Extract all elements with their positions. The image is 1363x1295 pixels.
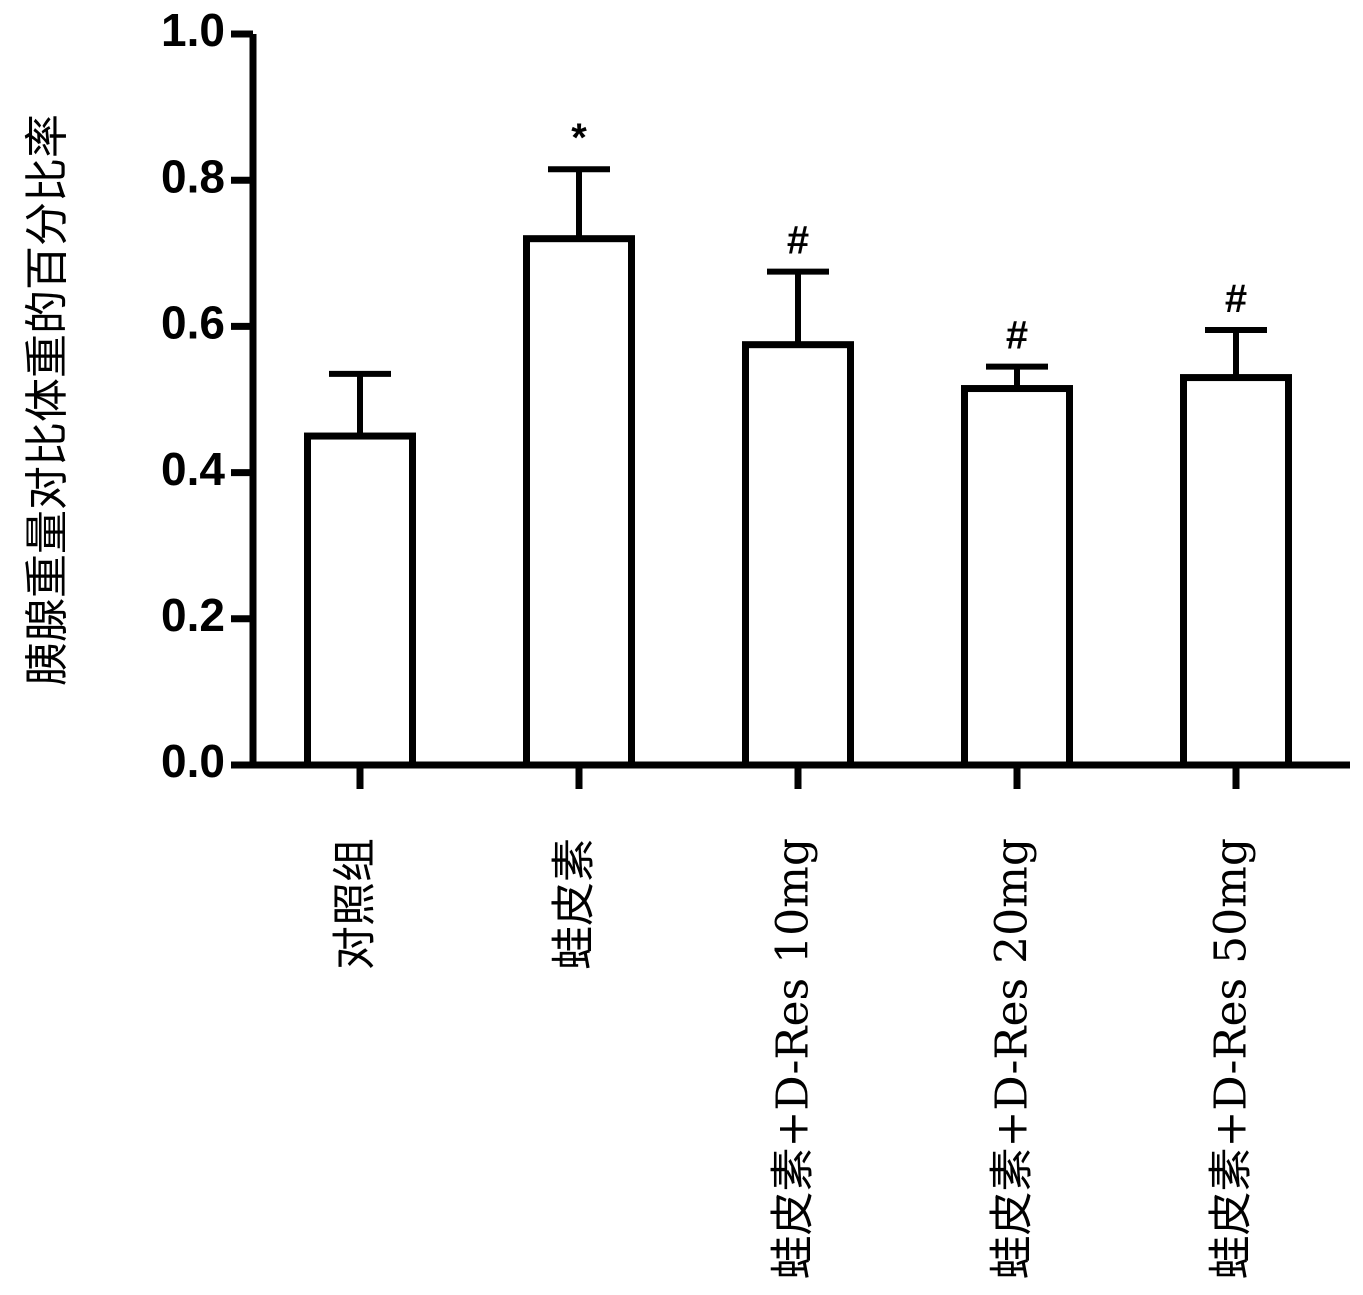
significance-marker: # (1006, 314, 1028, 358)
x-ticks (360, 765, 1236, 789)
y-tick-label: 0.0 (161, 735, 225, 787)
y-tick-label: 0.6 (161, 297, 225, 349)
y-ticks: 0.0 0.2 0.4 0.6 0.8 1.0 (161, 4, 253, 787)
category-label: 蛙皮素+D-Res 50mg (1206, 838, 1257, 1279)
significance-marker: # (1225, 277, 1247, 321)
bar (965, 389, 1070, 765)
category-label: 蛙皮素+D-Res 20mg (987, 838, 1038, 1279)
category-labels: 对照组 蛙皮素 蛙皮素+D-Res 10mg 蛙皮素+D-Res 20mg 蛙皮素+D-… (330, 838, 1257, 1279)
bars: * # # # (308, 116, 1289, 765)
y-tick-label: 0.8 (161, 150, 225, 202)
bar (1184, 378, 1289, 765)
y-axis-title: 胰腺重量对比体重的百分比率 (22, 114, 73, 686)
bar (746, 345, 851, 765)
category-label: 对照组 (330, 838, 381, 970)
bar (527, 239, 632, 765)
y-tick-label: 0.2 (161, 589, 225, 641)
y-tick-label: 1.0 (161, 4, 225, 56)
bar (308, 436, 413, 765)
significance-marker: # (787, 219, 809, 263)
y-axis: 0.0 0.2 0.4 0.6 0.8 1.0 (161, 4, 253, 787)
significance-marker: * (571, 116, 587, 160)
category-label: 蛙皮素+D-Res 10mg (768, 838, 819, 1279)
x-axis (232, 765, 1350, 789)
y-tick-label: 0.4 (161, 443, 225, 495)
category-label: 蛙皮素 (549, 838, 600, 970)
